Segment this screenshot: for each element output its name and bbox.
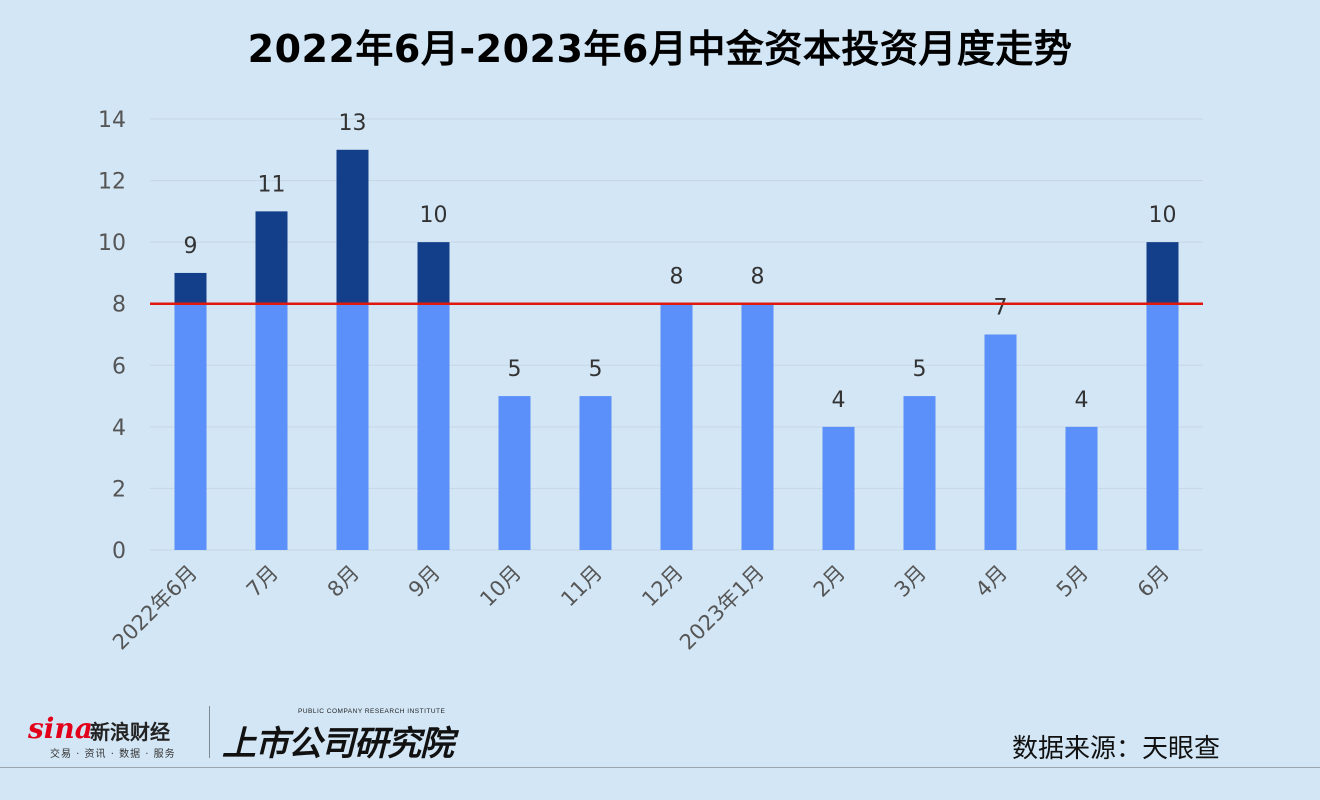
bar — [1146, 303, 1179, 550]
bar — [660, 303, 693, 550]
data-label: 9 — [184, 234, 198, 259]
bar — [336, 303, 369, 550]
bar — [741, 303, 774, 550]
data-label: 5 — [508, 357, 522, 382]
data-label: 13 — [339, 111, 367, 136]
x-tick-label: 2022年6月 — [108, 561, 202, 655]
y-tick-label: 2 — [112, 477, 126, 502]
data-label: 8 — [670, 265, 684, 290]
institute-logo: PUBLIC COMPANY RESEARCH INSTITUTE 上市公司研究… — [222, 702, 462, 764]
x-tick-label: 12月 — [637, 561, 688, 612]
footer-rule — [0, 767, 1320, 768]
y-tick-label: 12 — [98, 170, 126, 195]
data-label: 11 — [258, 172, 286, 197]
y-tick-label: 14 — [98, 108, 126, 133]
bar — [498, 396, 531, 550]
logo-divider — [209, 706, 210, 758]
data-label: 5 — [913, 357, 927, 382]
x-tick-label: 8月 — [323, 561, 364, 602]
y-tick-label: 4 — [112, 416, 126, 441]
data-label: 10 — [1149, 203, 1177, 228]
x-tick-label: 5月 — [1052, 561, 1093, 602]
data-label: 10 — [420, 203, 448, 228]
y-tick-label: 0 — [112, 539, 126, 564]
bar — [255, 303, 288, 550]
chart-title: 2022年6月-2023年6月中金资本投资月度走势 — [247, 27, 1073, 71]
bar-above-reference — [174, 272, 207, 304]
data-label: 8 — [751, 265, 765, 290]
x-tick-label: 10月 — [475, 561, 526, 612]
data-label: 5 — [589, 357, 603, 382]
data-label: 4 — [832, 388, 846, 413]
bar-above-reference — [255, 211, 288, 304]
bar-above-reference — [336, 149, 369, 304]
bar — [579, 396, 612, 550]
sina-logo-subtitle: 交易 · 资讯 · 数据 · 服务 — [50, 749, 176, 760]
x-tick-label: 11月 — [556, 561, 607, 612]
data-label: 7 — [994, 296, 1008, 321]
x-tick-label: 6月 — [1133, 561, 1174, 602]
x-tick-label: 2月 — [809, 561, 850, 602]
y-tick-label: 6 — [112, 354, 126, 379]
bar — [174, 303, 207, 550]
institute-logo-en: PUBLIC COMPANY RESEARCH INSTITUTE — [298, 708, 446, 715]
bar — [822, 426, 855, 550]
institute-logo-cn: 上市公司研究院 — [222, 724, 454, 764]
x-tick-label: 7月 — [242, 561, 283, 602]
sina-finance-logo: sina 新浪财经 交易 · 资讯 · 数据 · 服务 — [28, 708, 203, 760]
bar — [1065, 426, 1098, 550]
bar-above-reference — [1146, 242, 1179, 304]
sina-logo-cn: 新浪财经 — [90, 720, 170, 744]
bar-chart: 0 2 4 6 8 10 12 14 9 2022年6月 11 7月 13 8月 10 9月 5 10月 5 11月 8… — [98, 108, 1203, 655]
data-source: 数据来源：天眼查 — [1012, 734, 1221, 764]
y-tick-label: 8 — [112, 293, 126, 318]
bar — [417, 303, 450, 550]
x-tick-label: 3月 — [890, 561, 931, 602]
data-label: 4 — [1075, 388, 1089, 413]
sina-logo-word: sina — [28, 712, 93, 745]
x-tick-label: 4月 — [971, 561, 1012, 602]
bar — [903, 396, 936, 550]
x-tick-label: 9月 — [404, 561, 445, 602]
bar-above-reference — [417, 242, 450, 304]
bar — [984, 334, 1017, 550]
y-tick-label: 10 — [98, 231, 126, 256]
x-tick-label: 2023年1月 — [675, 561, 769, 655]
